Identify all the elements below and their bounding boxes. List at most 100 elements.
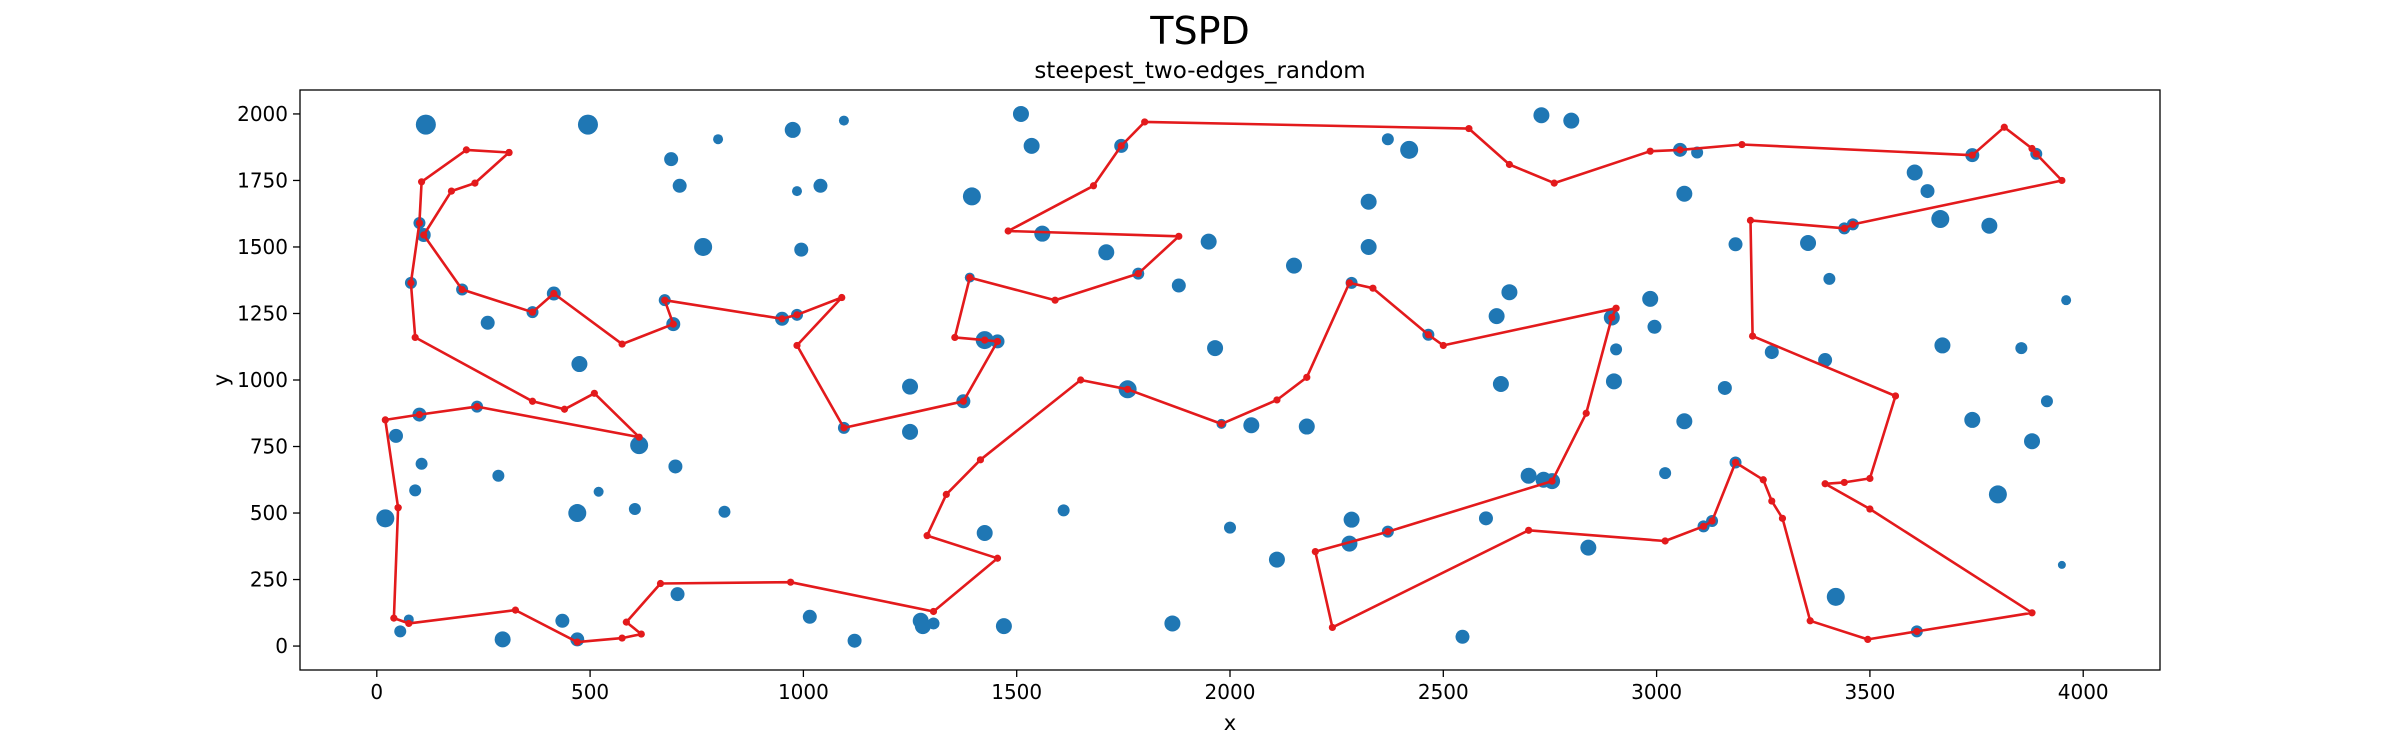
route-vertex <box>840 424 848 432</box>
node-point <box>902 378 919 395</box>
node-point <box>2057 560 2066 569</box>
route-vertex <box>1699 522 1708 530</box>
node-point <box>718 505 731 518</box>
node-point <box>1728 237 1743 252</box>
route-vertex <box>381 416 389 424</box>
node-point <box>568 504 587 523</box>
node-point <box>802 609 817 624</box>
route-vertex <box>1768 497 1776 505</box>
route-vertex <box>420 231 428 239</box>
route-vertex <box>959 397 967 405</box>
node-point <box>813 178 828 193</box>
x-tick-label: 4000 <box>2058 680 2109 704</box>
node-point <box>415 114 436 135</box>
route-vertex <box>1676 146 1684 154</box>
x-tick-label: 2500 <box>1418 680 1469 704</box>
route-vertex <box>1968 151 1976 159</box>
route-vertex <box>1806 617 1814 625</box>
route-vertex <box>471 179 479 187</box>
route-vertex <box>1369 284 1377 292</box>
node-point <box>1676 185 1693 202</box>
node-point <box>571 356 588 373</box>
y-axis-label: y <box>209 374 233 386</box>
chart-subtitle: steepest_two-edges_random <box>1034 58 1365 84</box>
node-point <box>1981 217 1998 234</box>
node-point <box>593 486 604 497</box>
node-point <box>694 237 713 256</box>
route-vertex <box>1141 118 1149 126</box>
route-vertex <box>993 554 1002 562</box>
node-point <box>1826 587 1845 606</box>
route-vertex <box>2000 123 2008 131</box>
route-vertex <box>394 504 402 512</box>
node-point <box>492 469 505 482</box>
route-vertex <box>550 289 558 298</box>
route-vertex <box>590 389 598 397</box>
node-point <box>1520 467 1537 484</box>
route-vertex <box>1134 269 1142 278</box>
route-vertex <box>786 578 795 586</box>
route-vertex <box>1731 458 1740 467</box>
node-point <box>670 587 685 602</box>
route-vertex <box>2058 176 2066 185</box>
route-vertex <box>1612 304 1620 312</box>
y-tick-label: 750 <box>250 435 288 459</box>
route-vertex <box>778 315 786 323</box>
node-point <box>1285 257 1302 274</box>
node-point <box>1268 551 1285 568</box>
route-vertex <box>942 490 950 499</box>
node-point <box>1605 373 1622 390</box>
route-vertex <box>1345 279 1354 287</box>
route-vertex <box>407 279 415 287</box>
route-vertex <box>458 285 466 294</box>
route-vertex <box>573 638 581 646</box>
route-vertex <box>1778 514 1787 522</box>
route-vertex <box>838 293 846 302</box>
node-point <box>409 484 422 497</box>
route-vertex <box>966 273 974 282</box>
route-vertex <box>1746 216 1755 224</box>
node-point <box>1224 521 1236 534</box>
route-vertex <box>473 403 481 411</box>
route-vertex <box>1840 224 1848 232</box>
node-point <box>1012 105 1029 122</box>
y-tick-label: 1250 <box>237 301 288 325</box>
x-tick-label: 1500 <box>991 680 1042 704</box>
node-point <box>1906 164 1923 181</box>
node-point <box>1243 417 1260 434</box>
route-vertex <box>405 619 413 628</box>
route-vertex <box>1748 332 1757 340</box>
route-vertex <box>1217 420 1226 428</box>
node-point <box>902 423 919 440</box>
route-vertex <box>1424 331 1432 339</box>
y-tick-label: 0 <box>275 634 288 658</box>
route-vertex <box>560 405 569 413</box>
node-point <box>1492 375 1509 392</box>
route-vertex <box>635 433 643 441</box>
node-point <box>415 457 428 470</box>
route-vertex <box>417 178 426 186</box>
route-vertex <box>528 308 537 316</box>
route-vertex <box>1864 635 1872 644</box>
route-vertex <box>1303 373 1311 381</box>
node-point <box>1642 290 1659 307</box>
node-point <box>713 134 724 145</box>
route-vertex <box>462 146 470 154</box>
node-point <box>1360 238 1377 255</box>
route-vertex <box>2032 150 2040 158</box>
node-point <box>791 186 802 197</box>
node-point <box>1800 234 1817 251</box>
node-point <box>668 459 683 474</box>
y-tick-label: 500 <box>250 501 288 525</box>
route-vertex <box>976 456 985 464</box>
node-point <box>376 509 395 528</box>
route-vertex <box>923 532 931 540</box>
node-point <box>1580 539 1597 556</box>
route-vertex <box>929 607 938 616</box>
node-point <box>1400 140 1419 159</box>
route-vertex <box>661 296 669 304</box>
route-vertex <box>1525 526 1533 534</box>
node-point <box>1931 210 1950 229</box>
x-tick-label: 500 <box>571 680 609 704</box>
